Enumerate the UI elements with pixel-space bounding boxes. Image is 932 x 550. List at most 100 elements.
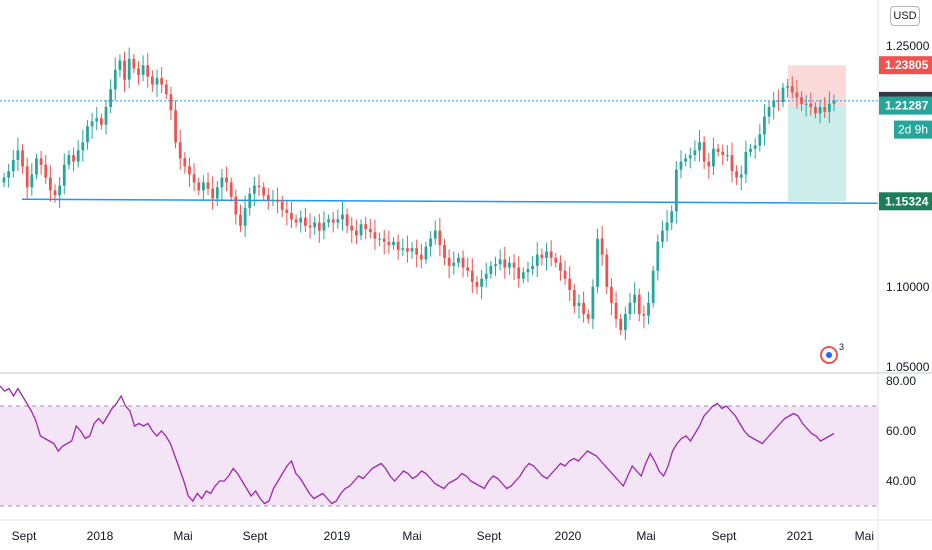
- candle: [776, 89, 780, 111]
- candle-body: [35, 158, 38, 175]
- candle-body: [206, 182, 210, 189]
- candle-body: [776, 100, 780, 103]
- candle-body: [118, 60, 122, 71]
- candle-body: [577, 302, 581, 307]
- candle-body: [739, 174, 743, 178]
- candle: [498, 249, 502, 271]
- candle-body: [285, 209, 289, 213]
- candle: [623, 306, 627, 341]
- time-tick-label: Sept: [12, 529, 37, 543]
- candle-body: [526, 269, 530, 273]
- candle-body: [76, 150, 80, 162]
- candle: [118, 54, 122, 78]
- candle: [419, 243, 423, 269]
- candle: [285, 201, 289, 226]
- candle-body: [132, 58, 136, 69]
- candle-body: [266, 195, 270, 201]
- candle: [753, 138, 757, 159]
- candle: [716, 143, 720, 157]
- candle: [313, 216, 317, 235]
- candle-body: [763, 116, 766, 135]
- candle: [684, 153, 688, 167]
- candle: [438, 218, 442, 257]
- candle-body: [827, 103, 831, 112]
- candle-body: [452, 262, 456, 266]
- candle-body: [410, 248, 414, 252]
- candle-body: [257, 185, 261, 188]
- currency-button[interactable]: USD: [890, 6, 920, 26]
- candle: [832, 94, 836, 112]
- price-tick-label: 1.25000: [886, 39, 930, 53]
- candle: [457, 253, 460, 268]
- candle: [665, 210, 669, 242]
- candle-body: [215, 187, 219, 199]
- candle: [447, 249, 451, 279]
- candle-body: [688, 155, 692, 159]
- candle: [239, 204, 242, 232]
- candle-body: [39, 158, 43, 165]
- candle: [480, 270, 483, 300]
- candle: [818, 99, 822, 124]
- candle: [674, 160, 678, 224]
- candle: [521, 267, 525, 284]
- candle: [341, 202, 344, 231]
- candle: [234, 189, 238, 225]
- time-tick-label: Mai: [173, 529, 192, 543]
- candle-body: [95, 118, 99, 122]
- candle-body: [58, 185, 62, 196]
- candle: [53, 184, 57, 203]
- candle: [586, 309, 590, 324]
- target-price-badge: 1.15324: [879, 192, 932, 211]
- candle-body: [832, 100, 836, 104]
- candle: [317, 213, 321, 244]
- candle-body: [443, 245, 446, 258]
- candle: [670, 205, 674, 230]
- candle: [396, 234, 400, 260]
- rsi-indicator: [0, 385, 878, 507]
- candle-body: [470, 270, 474, 282]
- candle-body: [178, 142, 182, 159]
- candle: [661, 220, 664, 248]
- candle-body: [749, 148, 752, 152]
- candle-body: [364, 224, 368, 229]
- candle-body: [786, 86, 790, 88]
- candle-body: [642, 314, 646, 316]
- candle: [559, 255, 562, 281]
- candle-body: [679, 161, 683, 170]
- candle-body: [387, 241, 391, 246]
- candle-body: [582, 302, 585, 315]
- candle: [712, 137, 715, 176]
- alert-icon-dot: [826, 352, 832, 358]
- candle: [192, 163, 196, 192]
- candle: [549, 240, 553, 267]
- badge-text: 1.21287: [885, 99, 929, 113]
- candle: [355, 219, 358, 245]
- candle: [2, 172, 6, 188]
- candle-body: [99, 118, 103, 125]
- candle-body: [698, 142, 701, 151]
- candle: [104, 99, 108, 135]
- candle-body: [633, 294, 637, 303]
- candle: [48, 165, 52, 202]
- candle-body: [721, 151, 725, 156]
- candle: [359, 219, 363, 241]
- candle-body: [123, 60, 126, 80]
- candle-body: [758, 134, 762, 146]
- candle: [248, 187, 252, 216]
- candle: [429, 231, 432, 257]
- candle-body: [684, 158, 688, 162]
- price-candles: [2, 47, 836, 341]
- candle: [336, 209, 340, 229]
- candle: [109, 79, 113, 114]
- candle: [86, 120, 89, 150]
- candle: [563, 260, 567, 285]
- candle-body: [498, 259, 502, 265]
- candle-body: [809, 103, 813, 107]
- candle-body: [591, 286, 595, 319]
- candle: [243, 195, 247, 237]
- candle-body: [164, 84, 168, 95]
- position-zones: [788, 65, 846, 202]
- time-tick-label: Sept: [712, 529, 737, 543]
- candle-body: [419, 254, 423, 260]
- candle: [364, 216, 368, 239]
